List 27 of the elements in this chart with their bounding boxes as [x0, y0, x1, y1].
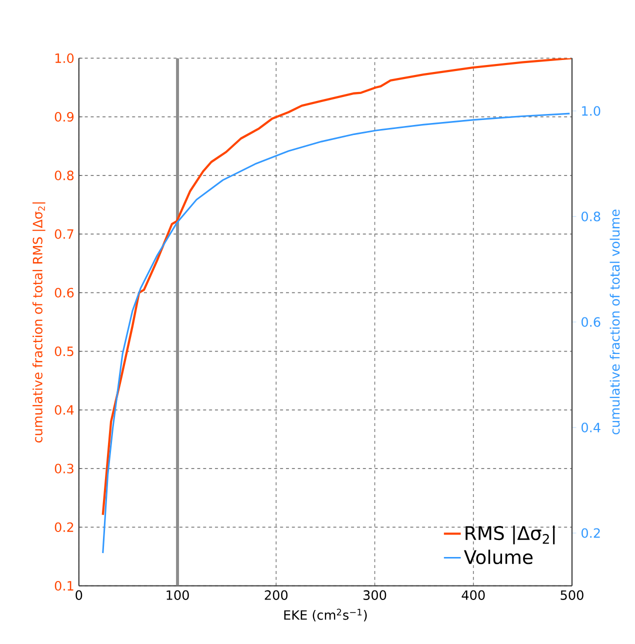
line-series: [102, 58, 572, 516]
legend-label: RMS |Δσ$_{2}$|: [466, 526, 555, 544]
y2-tick-label: 0.6: [581, 317, 600, 327]
y-tick-label: 0.3: [54, 464, 74, 474]
x-tick-label: 400: [462, 590, 485, 600]
y2-axis-title: cumulative fraction of total volume: [610, 210, 620, 434]
x-tick-label: 300: [363, 590, 386, 600]
x-tick-label: 200: [264, 590, 288, 600]
y2-tick-label: 1.0: [582, 106, 600, 116]
y-tick-label: 0.4: [54, 405, 74, 415]
y2-tick-label: 0.2: [581, 528, 600, 538]
x-tick-label: 100: [166, 590, 189, 600]
y2-tick-label: 0.8: [581, 212, 600, 222]
y-tick-label: 0.2: [54, 522, 74, 532]
x-tick-label: 0: [76, 590, 82, 600]
y-tick-label: 0.8: [54, 170, 74, 180]
x-tick-label: 500: [560, 590, 584, 600]
y-tick-label: 0.7: [54, 229, 74, 239]
y-tick-label: 1.0: [55, 53, 74, 64]
y-tick-label: 0.1: [54, 580, 74, 591]
y-tick-label: 0.9: [54, 112, 74, 122]
y-tick-label: 0.5: [54, 346, 74, 356]
y-tick-label: 0.6: [54, 288, 74, 298]
legend-label: Volume: [464, 550, 532, 564]
y2-tick-label: 0.4: [581, 422, 600, 432]
x-axis-title: EKE (cm$^{2}$s$^{−1}$): [284, 608, 367, 622]
y-axis-title: cumulative fraction of total RMS |Δσ$_{2}$|: [32, 202, 46, 442]
